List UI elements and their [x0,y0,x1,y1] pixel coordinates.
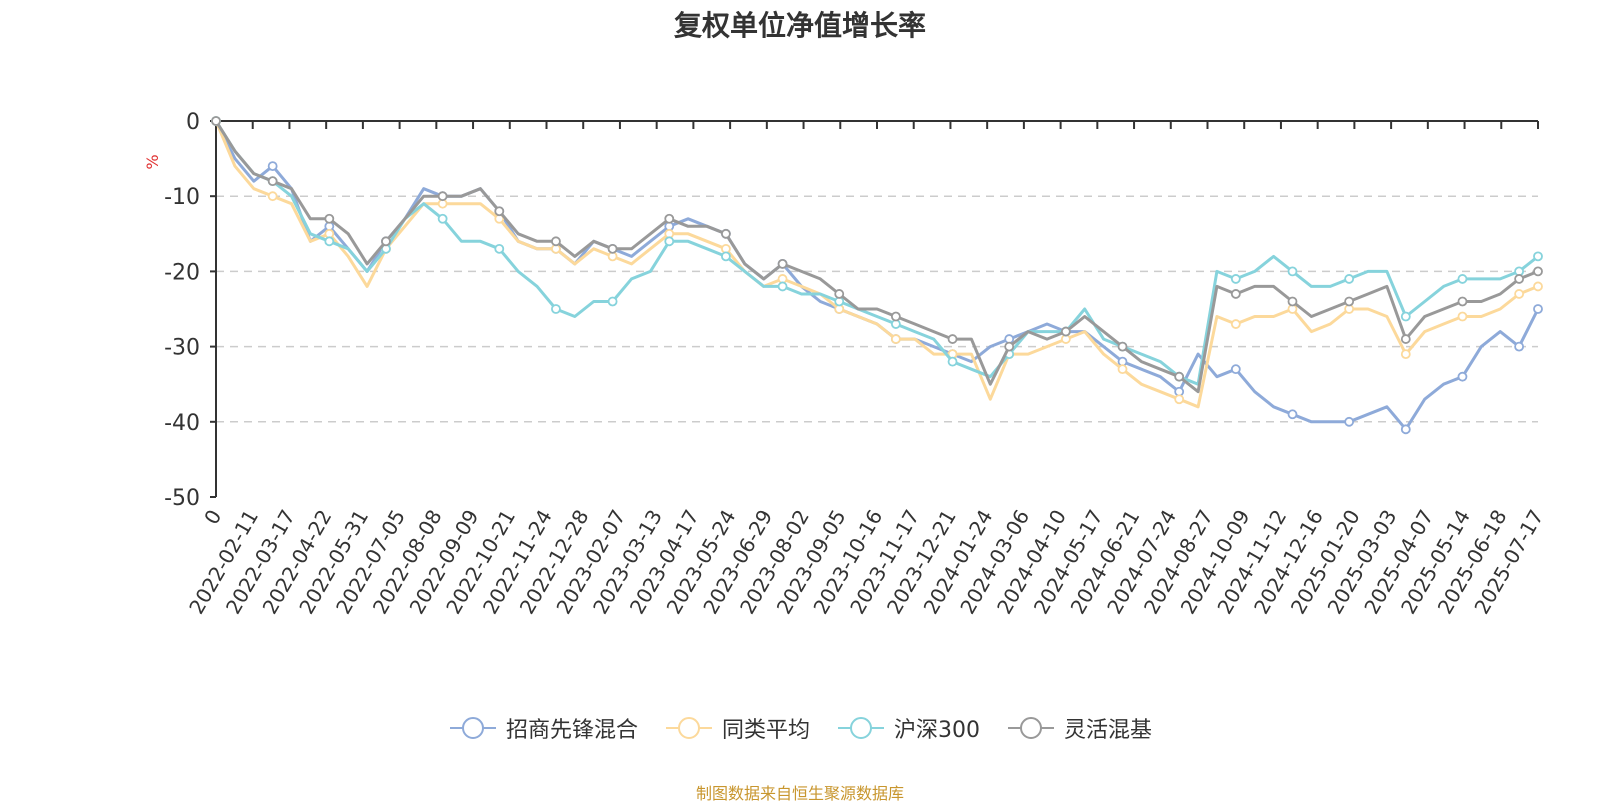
data-point [721,251,731,262]
data-point [1230,319,1241,329]
data-point [607,296,618,307]
data-point [1174,394,1185,405]
data-point [1457,296,1468,307]
data-point [267,161,278,172]
data-point [1400,349,1411,360]
data-point [1230,364,1241,375]
data-point [267,191,278,202]
legend-item-1[interactable]: 同类平均 [664,712,810,744]
data-point [437,191,448,202]
series-line-1 [214,120,1539,409]
data-point [551,236,561,247]
data-point [1400,311,1411,322]
data-point [1287,266,1298,277]
data-point [1457,274,1468,284]
data-point [324,236,335,247]
data-point [947,356,958,367]
legend-label: 沪深300 [894,718,980,743]
data-point [1457,311,1468,322]
data-point [1533,281,1543,292]
y-tick-label: -40 [164,411,200,436]
source-note: 制图数据来自恒生聚源数据库 [695,784,904,803]
data-point [1117,341,1128,352]
legend-item-0[interactable]: 招商先锋混合 [448,712,638,744]
legend-label: 灵活混基 [1064,718,1153,743]
data-point [494,206,505,217]
data-point [1344,416,1355,427]
chart-title: 复权单位净值增长率 [673,9,926,42]
y-tick-label: -10 [164,185,200,210]
grid-lines [216,195,1538,423]
legend-marker-icon [665,717,712,739]
data-point [1344,274,1355,284]
tick-labels: 0-10-20-30-40-50%02022-02-112022-03-1720… [143,110,1548,618]
data-point [1287,409,1298,420]
data-point [1060,326,1071,337]
data-point [890,311,901,322]
series-line-2 [214,120,1539,386]
data-point [1230,274,1241,284]
data-point [721,228,731,239]
legend: 招商先锋混合 同类平均 沪深300 灵活混基 [0,712,1600,744]
data-point [607,243,618,254]
data-point [664,213,675,224]
data-point [777,258,788,269]
data-point [494,243,505,254]
data-point [381,236,391,247]
data-point [1400,424,1411,435]
data-point [1174,371,1185,382]
data-point [834,289,845,299]
data-point [211,116,221,126]
data-point [1514,341,1525,352]
data-point [947,334,958,344]
data-point [324,213,335,224]
data-point [1004,341,1015,352]
data-point [1533,266,1543,277]
series-line-0 [214,120,1540,431]
legend-marker-icon [449,717,496,739]
data-point [664,236,675,247]
legend-label: 招商先锋混合 [505,718,638,743]
data-point [1457,371,1468,382]
y-tick-label: -50 [164,486,200,511]
x-tick-label: 0 [199,506,226,529]
data-point [777,281,788,292]
data-point [1514,289,1525,299]
legend-label: 同类平均 [721,718,810,743]
data-point [1287,296,1298,307]
data-point [1514,274,1525,284]
data-point [1230,289,1241,299]
legend-item-2[interactable]: 沪深300 [836,712,980,744]
data-point [1117,364,1128,375]
data-point [1533,251,1543,262]
data-point [437,213,448,224]
legend-marker-icon [838,717,884,739]
series-line-3 [214,120,1539,394]
y-tick-label: -20 [164,260,200,285]
series-lines [211,116,1543,435]
data-point [551,304,561,314]
data-point [1533,304,1543,314]
y-tick-label: -30 [164,336,200,361]
data-point [890,334,901,344]
data-point [1400,334,1411,344]
y-axis-unit: % [143,154,162,169]
data-point [1344,296,1355,307]
data-point [267,176,278,187]
legend-marker-icon [1008,717,1054,739]
y-tick-label: 0 [186,110,200,135]
legend-item-3[interactable]: 灵活混基 [1006,712,1152,744]
